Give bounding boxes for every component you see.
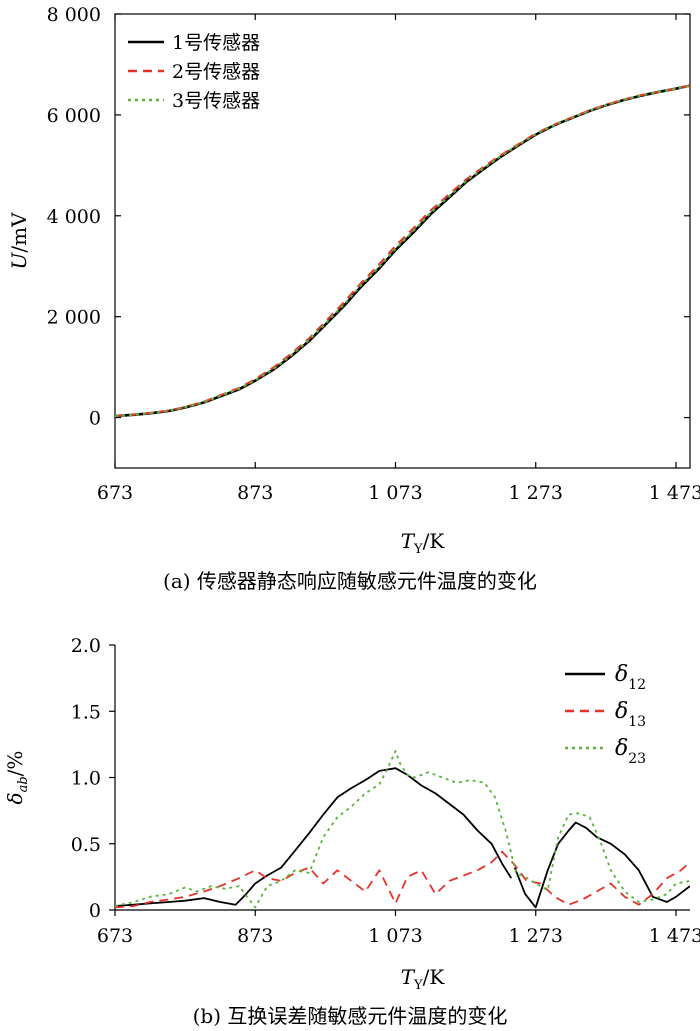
legend-label-sub: 23 [628,751,646,767]
legend-label-3: δ23 [615,736,646,767]
chart-a: 673 873 1 073 1 273 1 473 0 2 000 4 000 6 000 8 0… [7,4,700,593]
x-tick-label: 1 473 [649,925,700,947]
y-tick-label: 0.5 [71,834,101,856]
y-axis-label-var: U [7,252,31,270]
y-tick-label: 8 000 [47,4,101,26]
x-axis-label-sub: Y [413,542,423,557]
chart-b: 673 873 1 073 1 273 1 47300.51.01.52.0TY/Kδa… [3,635,700,1028]
y-tick-label: 2 000 [47,307,101,329]
x-tick-label: 873 [237,482,273,504]
series-line-3 [115,84,690,418]
series-line-2 [115,84,690,418]
legend-label-1: 1号传感器 [172,32,260,54]
x-tick-label: 1 073 [368,482,422,504]
legend-label-sub: 13 [628,714,646,730]
legend-label-var: δ [615,699,628,724]
legend-label-text: 3号传感器 [172,90,260,112]
legend-label-1: δ12 [615,662,646,693]
y-axis-label-unit: /mV [7,212,31,253]
x-tick-label: 673 [97,925,133,947]
plot-frame [114,13,691,469]
x-tick-label: 873 [237,925,273,947]
y-tick-label: 2.0 [71,635,101,657]
x-tick-label: 673 [97,482,133,504]
legend-label-sub: 12 [628,677,646,693]
y-tick-label: 0 [89,408,101,430]
chart-caption: (b) 互换误差随敏感元件温度的变化 [193,1004,508,1028]
y-tick-label: 1.0 [71,768,101,790]
y-axis-label-unit: /% [3,751,27,777]
legend-label-var: δ [615,736,628,761]
legend-label-text: 2号传感器 [172,61,260,83]
x-axis-label-sub: Y [413,978,423,993]
y-tick-label: 1.5 [71,701,101,723]
series-line-2 [115,850,690,909]
x-tick-label: 1 273 [509,925,563,947]
x-tick-label: 1 473 [649,482,700,504]
x-axis-label-unit: /K [423,529,446,553]
x-axis-label-var: T [401,965,416,989]
y-axis-label: δab/% [3,751,31,805]
x-axis-label-unit: /K [423,965,446,989]
y-axis-label-var: δ [3,792,27,804]
legend-label-2: 2号传感器 [172,61,260,83]
y-axis-label-sub: ab [16,776,31,792]
x-axis-label: TY/K [401,965,446,993]
y-axis-label: U/mV [7,212,31,270]
x-tick-label: 1 073 [368,925,422,947]
series-line-1 [115,84,690,418]
y-tick-label: 4 000 [47,206,101,228]
chart-caption: (a) 传感器静态响应随敏感元件温度的变化 [163,569,537,593]
y-tick-label: 0 [89,900,101,922]
x-tick-label: 1 273 [509,482,563,504]
legend-label-text: 1号传感器 [172,32,260,54]
x-axis-label-var: T [401,529,416,553]
series-line-3 [115,750,690,909]
legend-label-2: δ13 [615,699,646,730]
series-line-1 [115,767,690,909]
y-tick-label: 6 000 [47,105,101,127]
legend-label-var: δ [615,662,628,687]
legend-label-3: 3号传感器 [172,90,260,112]
x-axis-label: TY/K [401,529,446,557]
